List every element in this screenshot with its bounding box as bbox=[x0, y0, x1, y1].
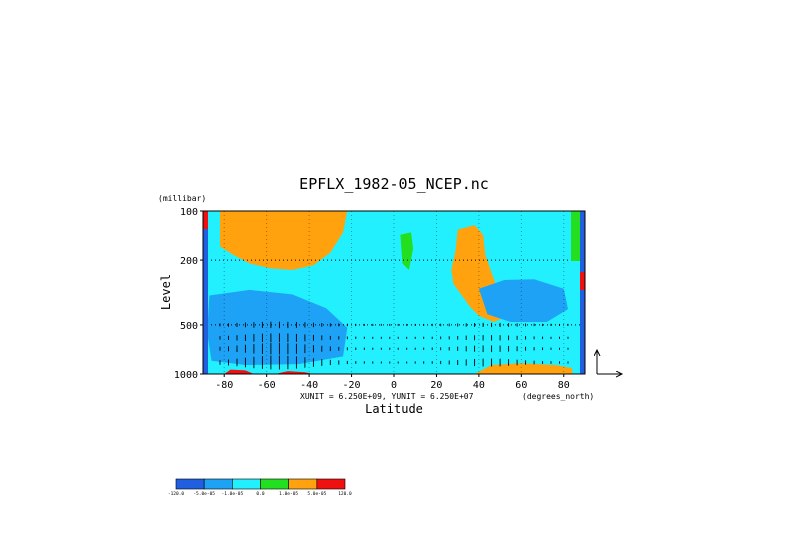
x-tick-label: -20 bbox=[343, 380, 361, 391]
y-axis-ticks: 100 200 500 1000 bbox=[174, 207, 203, 381]
colorbar-label: -1.0e-05 bbox=[221, 491, 243, 497]
colorbar-label: 1.0e-05 bbox=[279, 491, 298, 497]
colorbar-swatch-3 bbox=[260, 478, 289, 490]
contour-region-5 bbox=[474, 363, 573, 374]
y-tick-label: 200 bbox=[180, 256, 198, 267]
x-tick-label: -60 bbox=[258, 380, 276, 391]
x-axis-ticks: -80 -60 -40 -20 0 20 40 60 80 bbox=[215, 374, 570, 391]
x-tick-label: 80 bbox=[558, 380, 570, 391]
left-edge-strip bbox=[203, 211, 208, 374]
flux-vectors bbox=[219, 321, 569, 370]
y-tick-label: 500 bbox=[180, 321, 198, 332]
plot-area bbox=[203, 211, 585, 374]
contour-region-4 bbox=[478, 279, 568, 322]
x-axis-label: Latitude bbox=[365, 402, 423, 416]
y-tick-label: 100 bbox=[180, 207, 198, 218]
contour-region-0 bbox=[220, 211, 348, 270]
colorbar-label: 120.0 bbox=[338, 491, 352, 497]
chart-title: EPFLX_1982-05_NCEP.nc bbox=[299, 175, 489, 193]
x-tick-label: 0 bbox=[391, 380, 397, 391]
edge-red-top-left bbox=[203, 211, 208, 229]
x-tick-label: 20 bbox=[430, 380, 442, 391]
contour-regions bbox=[207, 211, 573, 374]
right-edge-strip bbox=[580, 211, 585, 374]
reference-vector-key bbox=[597, 350, 622, 374]
colorbar-swatch-0 bbox=[175, 478, 205, 490]
x-tick-label: 60 bbox=[515, 380, 527, 391]
x-unit-label: (degrees_north) bbox=[522, 392, 594, 401]
colorbar-swatch-2 bbox=[232, 478, 261, 490]
colorbar-label: 5.0e-05 bbox=[307, 491, 326, 497]
colorbar-label: 0.0 bbox=[256, 491, 264, 497]
edge-red-mid-right bbox=[580, 272, 585, 290]
y-tick-label: 1000 bbox=[174, 370, 198, 381]
contour-region-3 bbox=[207, 289, 348, 365]
x-tick-label: -40 bbox=[300, 380, 318, 391]
contour-region-7 bbox=[275, 371, 314, 374]
x-tick-label: -80 bbox=[215, 380, 233, 391]
colorbar-swatch-1 bbox=[203, 478, 233, 490]
colorbar-swatch-5 bbox=[316, 478, 346, 490]
contour-region-6 bbox=[224, 369, 254, 374]
y-axis-label: Level bbox=[159, 274, 173, 310]
edge-green-right bbox=[571, 211, 580, 261]
colorbar-swatch-4 bbox=[288, 478, 318, 490]
y-unit-label: (millibar) bbox=[158, 194, 206, 203]
vector-units-note: XUNIT = 6.250E+09, YUNIT = 6.250E+07 bbox=[300, 392, 474, 401]
colorbar-label: -5.0e-05 bbox=[193, 491, 215, 497]
x-tick-label: 40 bbox=[473, 380, 485, 391]
colorbar: -120.0 -5.0e-05 -1.0e-05 0.0 1.0e-05 5.0e-05 1… bbox=[168, 478, 352, 497]
colorbar-label: -120.0 bbox=[168, 491, 185, 497]
